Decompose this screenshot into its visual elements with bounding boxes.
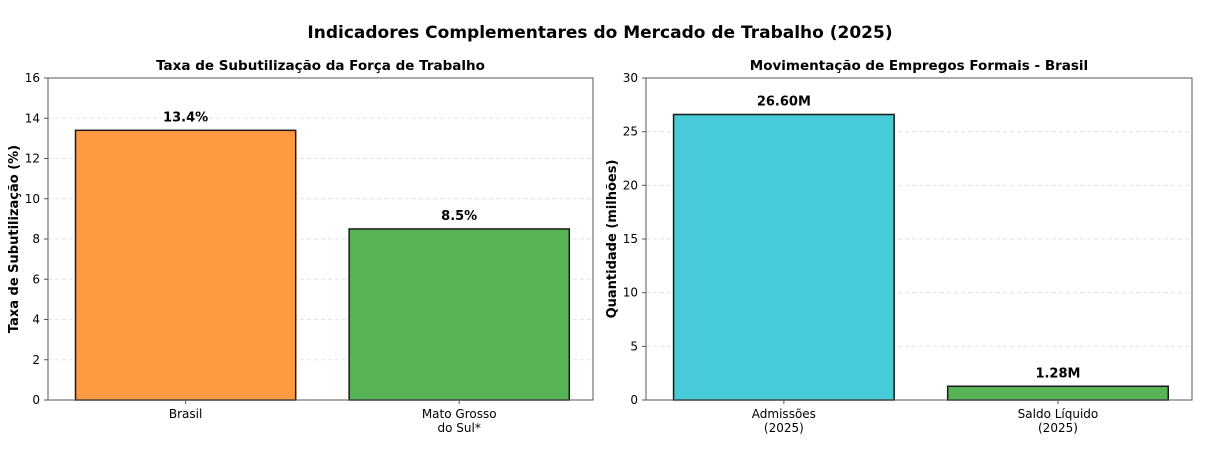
y-tick-label: 0 [630, 393, 638, 407]
y-tick-label: 10 [25, 192, 40, 206]
y-axis-label: Taxa de Subutilização (%) [7, 145, 22, 333]
bar-value-label: 26.60M [757, 94, 811, 109]
x-tick-label-line: (2025) [1038, 421, 1078, 435]
y-tick-label: 0 [32, 393, 40, 407]
x-tick-label-line: Saldo Líquido [1018, 407, 1099, 421]
y-axis-label: Quantidade (milhões) [605, 160, 620, 319]
bar-1 [946, 385, 1169, 401]
x-tick-label-line: do Sul* [438, 421, 481, 435]
y-tick-label: 4 [32, 313, 40, 327]
bar-value-label: 8.5% [441, 209, 477, 224]
bar-1 [348, 228, 571, 401]
bar-value-label: 1.28M [1035, 366, 1080, 381]
x-tick-label: Saldo Líquido (2025) [1018, 407, 1099, 435]
bar-0 [74, 129, 297, 401]
x-tick-label: Mato Grosso do Sul* [422, 407, 497, 435]
y-tick-label: 25 [623, 125, 638, 139]
y-tick-label: 20 [623, 178, 638, 192]
x-tick-label: Brasil [169, 407, 202, 421]
y-tick-label: 14 [25, 111, 40, 125]
y-tick-label: 30 [623, 71, 638, 85]
y-tick-label: 2 [32, 353, 40, 367]
chart-subutilizacao: 0 2 4 6 8 10 12 14 16 13.4% Brasil 8.5% Mato Grosso d… [7, 58, 594, 435]
x-tick-label-line: Admissões [752, 407, 816, 421]
chart-title: Movimentação de Empregos Formais - Brasi… [750, 58, 1088, 74]
chart-title: Taxa de Subutilização da Força de Trabal… [156, 58, 485, 74]
axes-frame [47, 77, 594, 401]
figure-title: Indicadores Complementares do Mercado de… [307, 23, 892, 43]
x-tick-label: Admissões (2025) [752, 407, 816, 435]
y-tick-label: 15 [623, 232, 638, 246]
y-tick-label: 16 [25, 71, 40, 85]
x-tick-label-line: Brasil [169, 407, 202, 421]
y-tick-label: 10 [623, 286, 638, 300]
x-tick-label-line: (2025) [764, 421, 804, 435]
axes-frame [645, 77, 1193, 401]
y-tick-label: 5 [630, 339, 638, 353]
x-tick-label-line: Mato Grosso [422, 407, 497, 421]
y-tick-label: 12 [25, 152, 40, 166]
bar-value-label: 13.4% [163, 110, 208, 125]
bar-0 [672, 113, 895, 401]
y-tick-label: 8 [32, 232, 40, 246]
y-tick-label: 6 [32, 272, 40, 286]
